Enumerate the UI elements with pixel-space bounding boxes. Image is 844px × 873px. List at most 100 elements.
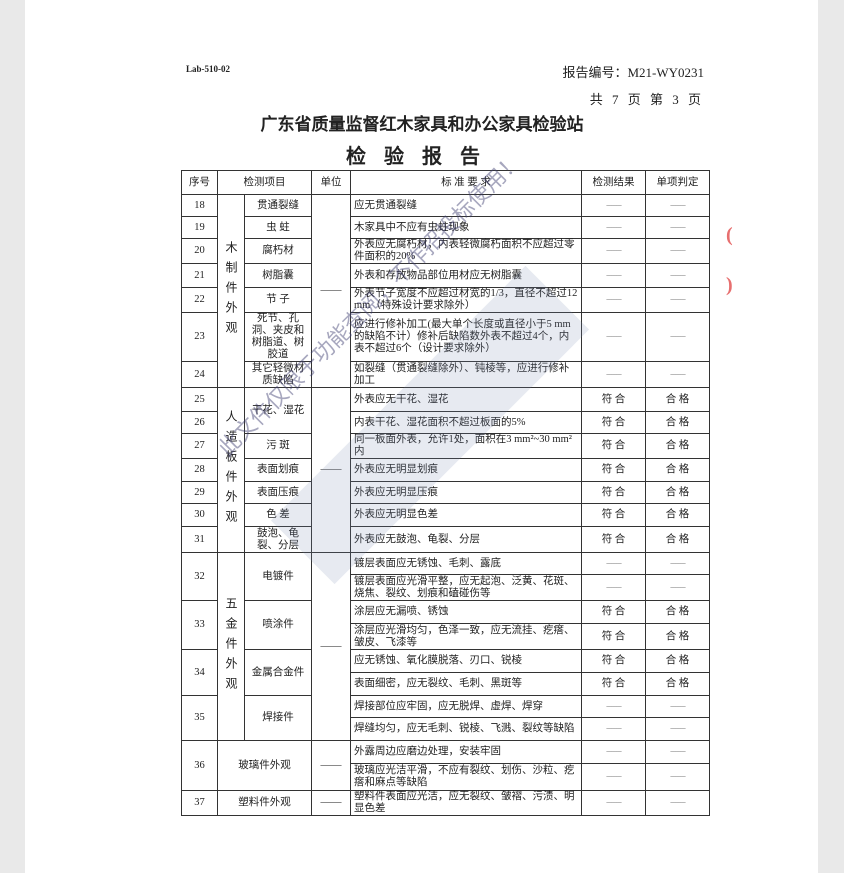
test-item: 虫 蛀	[244, 216, 312, 239]
category: 玻璃件外观	[217, 740, 312, 791]
test-result: ------	[581, 216, 646, 239]
test-item: 喷涂件	[244, 600, 312, 650]
item-verdict: ------	[645, 574, 710, 601]
item-verdict: 合 格	[645, 503, 710, 527]
standard-requirement: 表面细密，应无裂纹、毛刺、黑斑等	[350, 672, 582, 696]
report-title: 检验报告	[346, 144, 498, 168]
col-result: 检测结果	[581, 170, 646, 195]
table-row: 23 死节、孔洞、夹皮和树脂道、树胶道 应进行修补加工(最大单个长度或直径小于5 m…	[181, 312, 710, 362]
test-result: ------	[581, 574, 646, 601]
table-row: 20 腐朽材 外表应无腐朽材，内表轻微腐朽面积不应超过零件面积的20% ------ -…	[181, 238, 710, 264]
standard-requirement: 外表应无明显色差	[350, 503, 582, 527]
row-number: 37	[181, 790, 218, 816]
test-result: ------	[581, 695, 646, 718]
item-verdict: 合 格	[645, 433, 710, 459]
col-unit: 单位	[311, 170, 351, 195]
test-result: ------	[581, 238, 646, 264]
standard-requirement: 外表应无干花、湿花	[350, 387, 582, 412]
test-item: 焊接件	[244, 695, 312, 741]
table-row: 31 鼓泡、龟裂、分层 外表应无鼓泡、龟裂、分层符 合合 格	[181, 526, 710, 553]
item-verdict: 合 格	[645, 458, 710, 482]
table-row: 37 塑料件外观 —— 塑料件表面应光洁，应无裂纹、皱褶、污渍、明显色差 ------ -…	[181, 790, 710, 816]
test-result: 符 合	[581, 458, 646, 482]
standard-requirement: 涂层应无漏喷、锈蚀	[350, 600, 582, 624]
table-row: 镀层表面应光滑平整，应无起泡、泛黄、花斑、烧焦、裂纹、划痕和磕碰伤等 ------…	[182, 574, 710, 601]
table-row: 19 虫 蛀木家具中不应有虫蛀现象 ------ ------	[181, 216, 710, 239]
item-verdict: ------	[645, 552, 710, 575]
table-row: 18 木制件外观 贯通裂缝 —— 应无贯通裂缝 ------ ------	[181, 194, 710, 388]
item-verdict: 合 格	[645, 526, 710, 553]
row-number: 28	[181, 458, 218, 482]
standard-requirement: 应进行修补加工(最大单个长度或直径小于5 mm的缺陷不计）修补后缺陷数外表不超过…	[350, 312, 582, 362]
page-count: 共 7 页 第 3 页	[589, 92, 704, 107]
item-verdict: 合 格	[645, 411, 710, 434]
test-item: 表面划痕	[244, 458, 312, 482]
row-number: 35	[181, 695, 218, 741]
row-number: 36	[181, 740, 218, 791]
standard-requirement: 如裂缝（贯通裂缝除外）、钝棱等，应进行修补加工	[350, 361, 582, 388]
inspection-table: 序号 检测项目 单位 标 准 要 求 检测结果 单项判定 18 木制件外观 贯通裂缝…	[181, 170, 710, 816]
table-row: 22 节 子 外表节子宽度不应超过材宽的1/3，直径不超过12 mm（特殊设计要求除…	[181, 287, 710, 313]
row-number: 18	[181, 194, 218, 217]
category: 木制件外观	[217, 194, 245, 388]
col-item: 检测项目	[217, 170, 312, 195]
standard-requirement: 外表节子宽度不应超过材宽的1/3，直径不超过12 mm（特殊设计要求除外）	[350, 287, 582, 313]
test-result: ------	[581, 552, 646, 575]
standard-requirement: 外表应无明显压痕	[350, 481, 582, 504]
row-number: 31	[181, 526, 218, 553]
item-verdict: ------	[645, 194, 710, 217]
standard-requirement: 外表应无鼓泡、龟裂、分层	[350, 526, 582, 553]
row-number: 32	[181, 552, 218, 601]
item-verdict: ------	[645, 361, 710, 388]
table-row: 24 其它轻微材质缺陷 如裂缝（贯通裂缝除外）、钝棱等，应进行修补加工 ------ -…	[181, 361, 710, 388]
item-verdict: ------	[645, 312, 710, 362]
standard-requirement: 镀层表面应无锈蚀、毛刺、露底	[350, 552, 582, 575]
test-item: 污 斑	[244, 433, 312, 459]
test-item: 树脂囊	[244, 263, 312, 288]
test-item: 表面压痕	[244, 481, 312, 504]
row-number: 27	[181, 433, 218, 459]
standard-requirement: 应无锈蚀、氧化膜脱落、刃口、锐棱	[350, 649, 582, 673]
test-result: ------	[581, 287, 646, 313]
row-number: 33	[181, 600, 218, 650]
test-result: ------	[581, 717, 646, 741]
unit: ——	[311, 194, 351, 388]
test-result: 符 合	[581, 672, 646, 696]
standard-requirement: 外表和存放物品部位用材应无树脂囊	[350, 263, 582, 288]
standard-requirement: 内表干花、湿花面积不超过板面的5%	[350, 411, 582, 434]
row-number: 22	[181, 287, 218, 313]
item-verdict: 合 格	[645, 672, 710, 696]
standard-requirement: 塑料件表面应光洁，应无裂纹、皱褶、污渍、明显色差	[350, 790, 582, 816]
table-row: 28 表面划痕 外表应无明显划痕符 合合 格	[181, 458, 710, 482]
category: 五金件外观	[217, 552, 245, 741]
item-verdict: ------	[645, 695, 710, 718]
category: 塑料件外观	[217, 790, 312, 816]
unit: ——	[311, 387, 351, 553]
item-verdict: ------	[645, 287, 710, 313]
col-verdict: 单项判定	[645, 170, 710, 195]
test-result: ------	[581, 194, 646, 217]
red-stamp-edge: ()	[726, 224, 733, 296]
item-verdict: ------	[645, 790, 710, 816]
row-number: 20	[181, 238, 218, 264]
table-row: 27 污 斑 同一板面外表，允许1处，面积在3 mm²~30 mm²内符 合合 格	[181, 433, 710, 459]
standard-requirement: 镀层表面应光滑平整，应无起泡、泛黄、花斑、烧焦、裂纹、划痕和磕碰伤等	[350, 574, 582, 601]
row-number: 21	[181, 263, 218, 288]
test-item: 色 差	[244, 503, 312, 527]
col-standard: 标 准 要 求	[350, 170, 582, 195]
report-number: 报告编号：M21-WY0231	[562, 65, 704, 80]
test-result: 符 合	[581, 433, 646, 459]
unit: ——	[311, 552, 351, 741]
row-number: 25	[181, 387, 218, 412]
row-number: 19	[181, 216, 218, 239]
item-verdict: 合 格	[645, 600, 710, 624]
lab-code: Lab-510-02	[186, 64, 231, 74]
standard-requirement: 木家具中不应有虫蛀现象	[350, 216, 582, 239]
table-row: 焊缝均匀，应无毛刺、锐棱、飞溅、裂纹等缺陷 ------ ------	[182, 717, 710, 741]
row-number: 26	[181, 411, 218, 434]
table-row: 36 玻璃件外观 —— 外露周边应磨边处理，安装牢固 ------ ------	[181, 740, 710, 791]
item-verdict: ------	[645, 238, 710, 264]
col-no: 序号	[181, 170, 218, 195]
row-number: 30	[181, 503, 218, 527]
table-row: 33 喷涂件 涂层应无漏喷、锈蚀符 合合 格	[181, 600, 710, 650]
